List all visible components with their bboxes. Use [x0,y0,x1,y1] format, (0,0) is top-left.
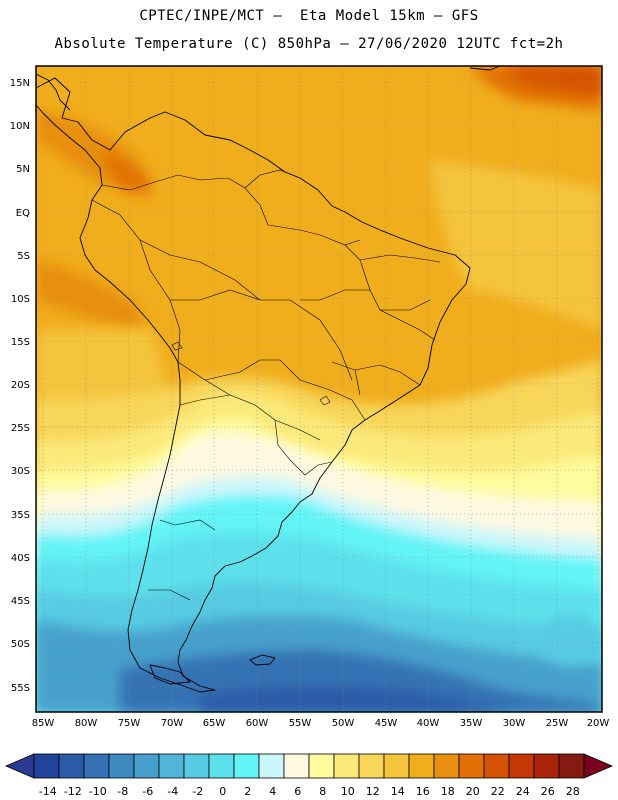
colorbar-label: -4 [167,785,178,798]
colorbar-cell [283,753,310,779]
longitude-labels: 85W 80W 75W 70W 65W 60W 55W 50W 45W 40W … [32,718,610,729]
colorbar-right-arrow [583,753,614,779]
colorbar-cell [133,753,160,779]
colorbar-label: 0 [219,785,226,798]
map-title-line1: CPTEC/INPE/MCT – Eta Model 15km – GFS [139,8,479,24]
lat-label: 20S [11,380,30,391]
lon-label: 50W [332,718,355,729]
colorbar-label: -10 [89,785,107,798]
colorbar-label: 6 [294,785,301,798]
falklands [249,654,276,666]
colorbar-label: -14 [39,785,57,798]
lat-label: 15S [11,337,30,348]
lat-label: 30S [11,466,30,477]
colorbar-label: -8 [117,785,128,798]
latitude-labels: 15N 10N 5N EQ 5S 10S 15S 20S 25S 30S 35S… [10,78,30,694]
lat-label: 35S [11,510,30,521]
colorbar-label: 22 [491,785,505,798]
central-america-coastline [36,73,71,111]
colorbar-cell [183,753,210,779]
colorbar-cell [333,753,360,779]
colorbar-label: 18 [441,785,455,798]
lon-label: 65W [203,718,226,729]
colorbar-label: 8 [319,785,326,798]
temperature-field [36,66,602,712]
lat-label: 10N [10,121,30,132]
colorbar-cell [458,753,485,779]
lon-label: 85W [32,718,55,729]
map-title-line2: Absolute Temperature (C) 850hPa – 27/06/… [54,36,564,52]
colorbar: -14 -12 -10 -8 -6 -4 -2 0 2 4 6 8 10 12 14 16 18 20 22 24 26… [4,753,614,798]
lon-label: 20W [587,718,610,729]
caribbean-island [469,66,501,71]
colorbar-cell [83,753,110,779]
colorbar-label: 26 [541,785,555,798]
lat-label: EQ [16,208,30,219]
lat-label: 40S [11,553,30,564]
colorbar-cell [58,753,85,779]
colorbar-cell [533,753,560,779]
lon-label: 80W [75,718,98,729]
colorbar-cell [408,753,435,779]
tierra-del-fuego [149,664,191,685]
colorbar-label: 14 [391,785,405,798]
lat-label: 5S [17,251,30,262]
lat-label: 15N [10,78,30,89]
lon-label: 75W [118,718,141,729]
colorbar-cell [383,753,410,779]
colorbar-cell [558,753,585,779]
colorbar-cell [433,753,460,779]
colorbar-label: 10 [341,785,355,798]
colorbar-label: 16 [416,785,430,798]
lon-label: 35W [460,718,483,729]
colorbar-label: 24 [516,785,530,798]
colorbar-label: 2 [244,785,251,798]
colorbar-cell [33,753,60,779]
colorbar-cell [358,753,385,779]
lon-label: 70W [161,718,184,729]
colorbar-cell [233,753,260,779]
lat-label: 5N [16,164,30,175]
colorbar-cell [108,753,135,779]
colorbar-label: 28 [566,785,580,798]
lon-label: 30W [503,718,526,729]
colorbar-cell [508,753,535,779]
colorbar-cell [308,753,335,779]
colorbar-label: -2 [192,785,203,798]
colorbar-label: 4 [269,785,276,798]
lon-label: 45W [375,718,398,729]
lon-label: 40W [417,718,440,729]
colorbar-cell [208,753,235,779]
colorbar-cell [258,753,285,779]
lakes [171,341,331,406]
lat-label: 10S [11,294,30,305]
lon-label: 60W [246,718,269,729]
colorbar-cell [483,753,510,779]
colorbar-label: -12 [64,785,82,798]
map-frame [35,65,603,713]
colorbar-label: -6 [142,785,153,798]
colorbar-label: 20 [466,785,480,798]
lon-label: 25W [546,718,569,729]
colorbar-label: 12 [366,785,380,798]
lon-label: 55W [289,718,312,729]
colorbar-left-arrow [4,753,35,779]
lat-label: 45S [11,596,30,607]
lat-label: 25S [11,423,30,434]
lat-label: 50S [11,639,30,650]
lat-label: 55S [11,683,30,694]
colorbar-cell [158,753,185,779]
country-borders [91,169,441,601]
